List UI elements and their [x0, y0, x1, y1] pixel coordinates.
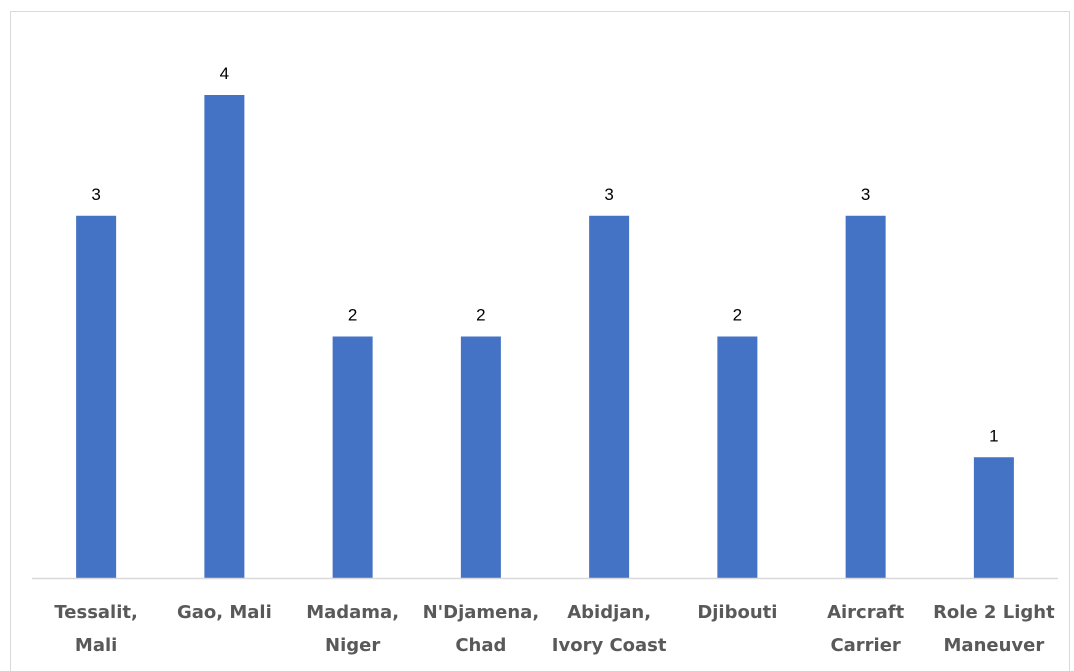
data-label: 1 — [989, 426, 998, 445]
chart-frame — [10, 11, 1070, 671]
category-label-line: Ivory Coast — [552, 635, 667, 656]
bar — [332, 336, 373, 578]
category-label-line: Madama, — [306, 602, 399, 623]
data-label: 3 — [861, 185, 870, 204]
category-label-line: Djibouti — [697, 602, 777, 623]
category-label-line: Niger — [325, 635, 380, 656]
category-label-line: Chad — [455, 635, 506, 656]
category-label-line: N'Djamena, — [423, 602, 540, 623]
category-label: Gao, Mali — [177, 602, 272, 623]
bar — [76, 215, 117, 578]
category-label: N'Djamena, Chad — [423, 602, 540, 656]
bar — [717, 336, 758, 578]
category-label-line: Aircraft — [827, 602, 905, 623]
category-labels-layer: Tessalit, Mali Gao, Mali Madama, Niger N'Djam… — [54, 602, 1055, 656]
bar — [845, 215, 886, 578]
bars-layer — [76, 95, 1014, 578]
category-label-line: Role 2 Light — [933, 602, 1055, 623]
labels-layer: 3 4 2 2 3 2 3 1 — [91, 64, 998, 445]
data-label: 2 — [348, 306, 357, 325]
category-label-line: Maneuver — [944, 635, 1045, 656]
category-label: Djibouti — [697, 602, 777, 623]
data-label: 3 — [604, 185, 613, 204]
data-label: 3 — [91, 185, 100, 204]
category-label: Tessalit, Mali — [54, 602, 137, 656]
bar — [204, 95, 245, 578]
category-label-line: Abidjan, — [567, 602, 651, 623]
category-label-line: Mali — [75, 635, 117, 656]
category-label: Aircraft Carrier — [827, 602, 905, 656]
bar — [589, 215, 630, 578]
category-label-line: Carrier — [830, 635, 900, 656]
bar — [973, 457, 1014, 578]
bar — [460, 336, 501, 578]
category-label-line: Gao, Mali — [177, 602, 272, 623]
category-label-line: Tessalit, — [54, 602, 137, 623]
data-label: 4 — [220, 64, 229, 83]
category-label: Madama, Niger — [306, 602, 399, 656]
category-label: Abidjan, Ivory Coast — [552, 602, 667, 656]
category-label: Role 2 Light Maneuver — [933, 602, 1055, 656]
data-label: 2 — [476, 306, 485, 325]
data-label: 2 — [733, 306, 742, 325]
